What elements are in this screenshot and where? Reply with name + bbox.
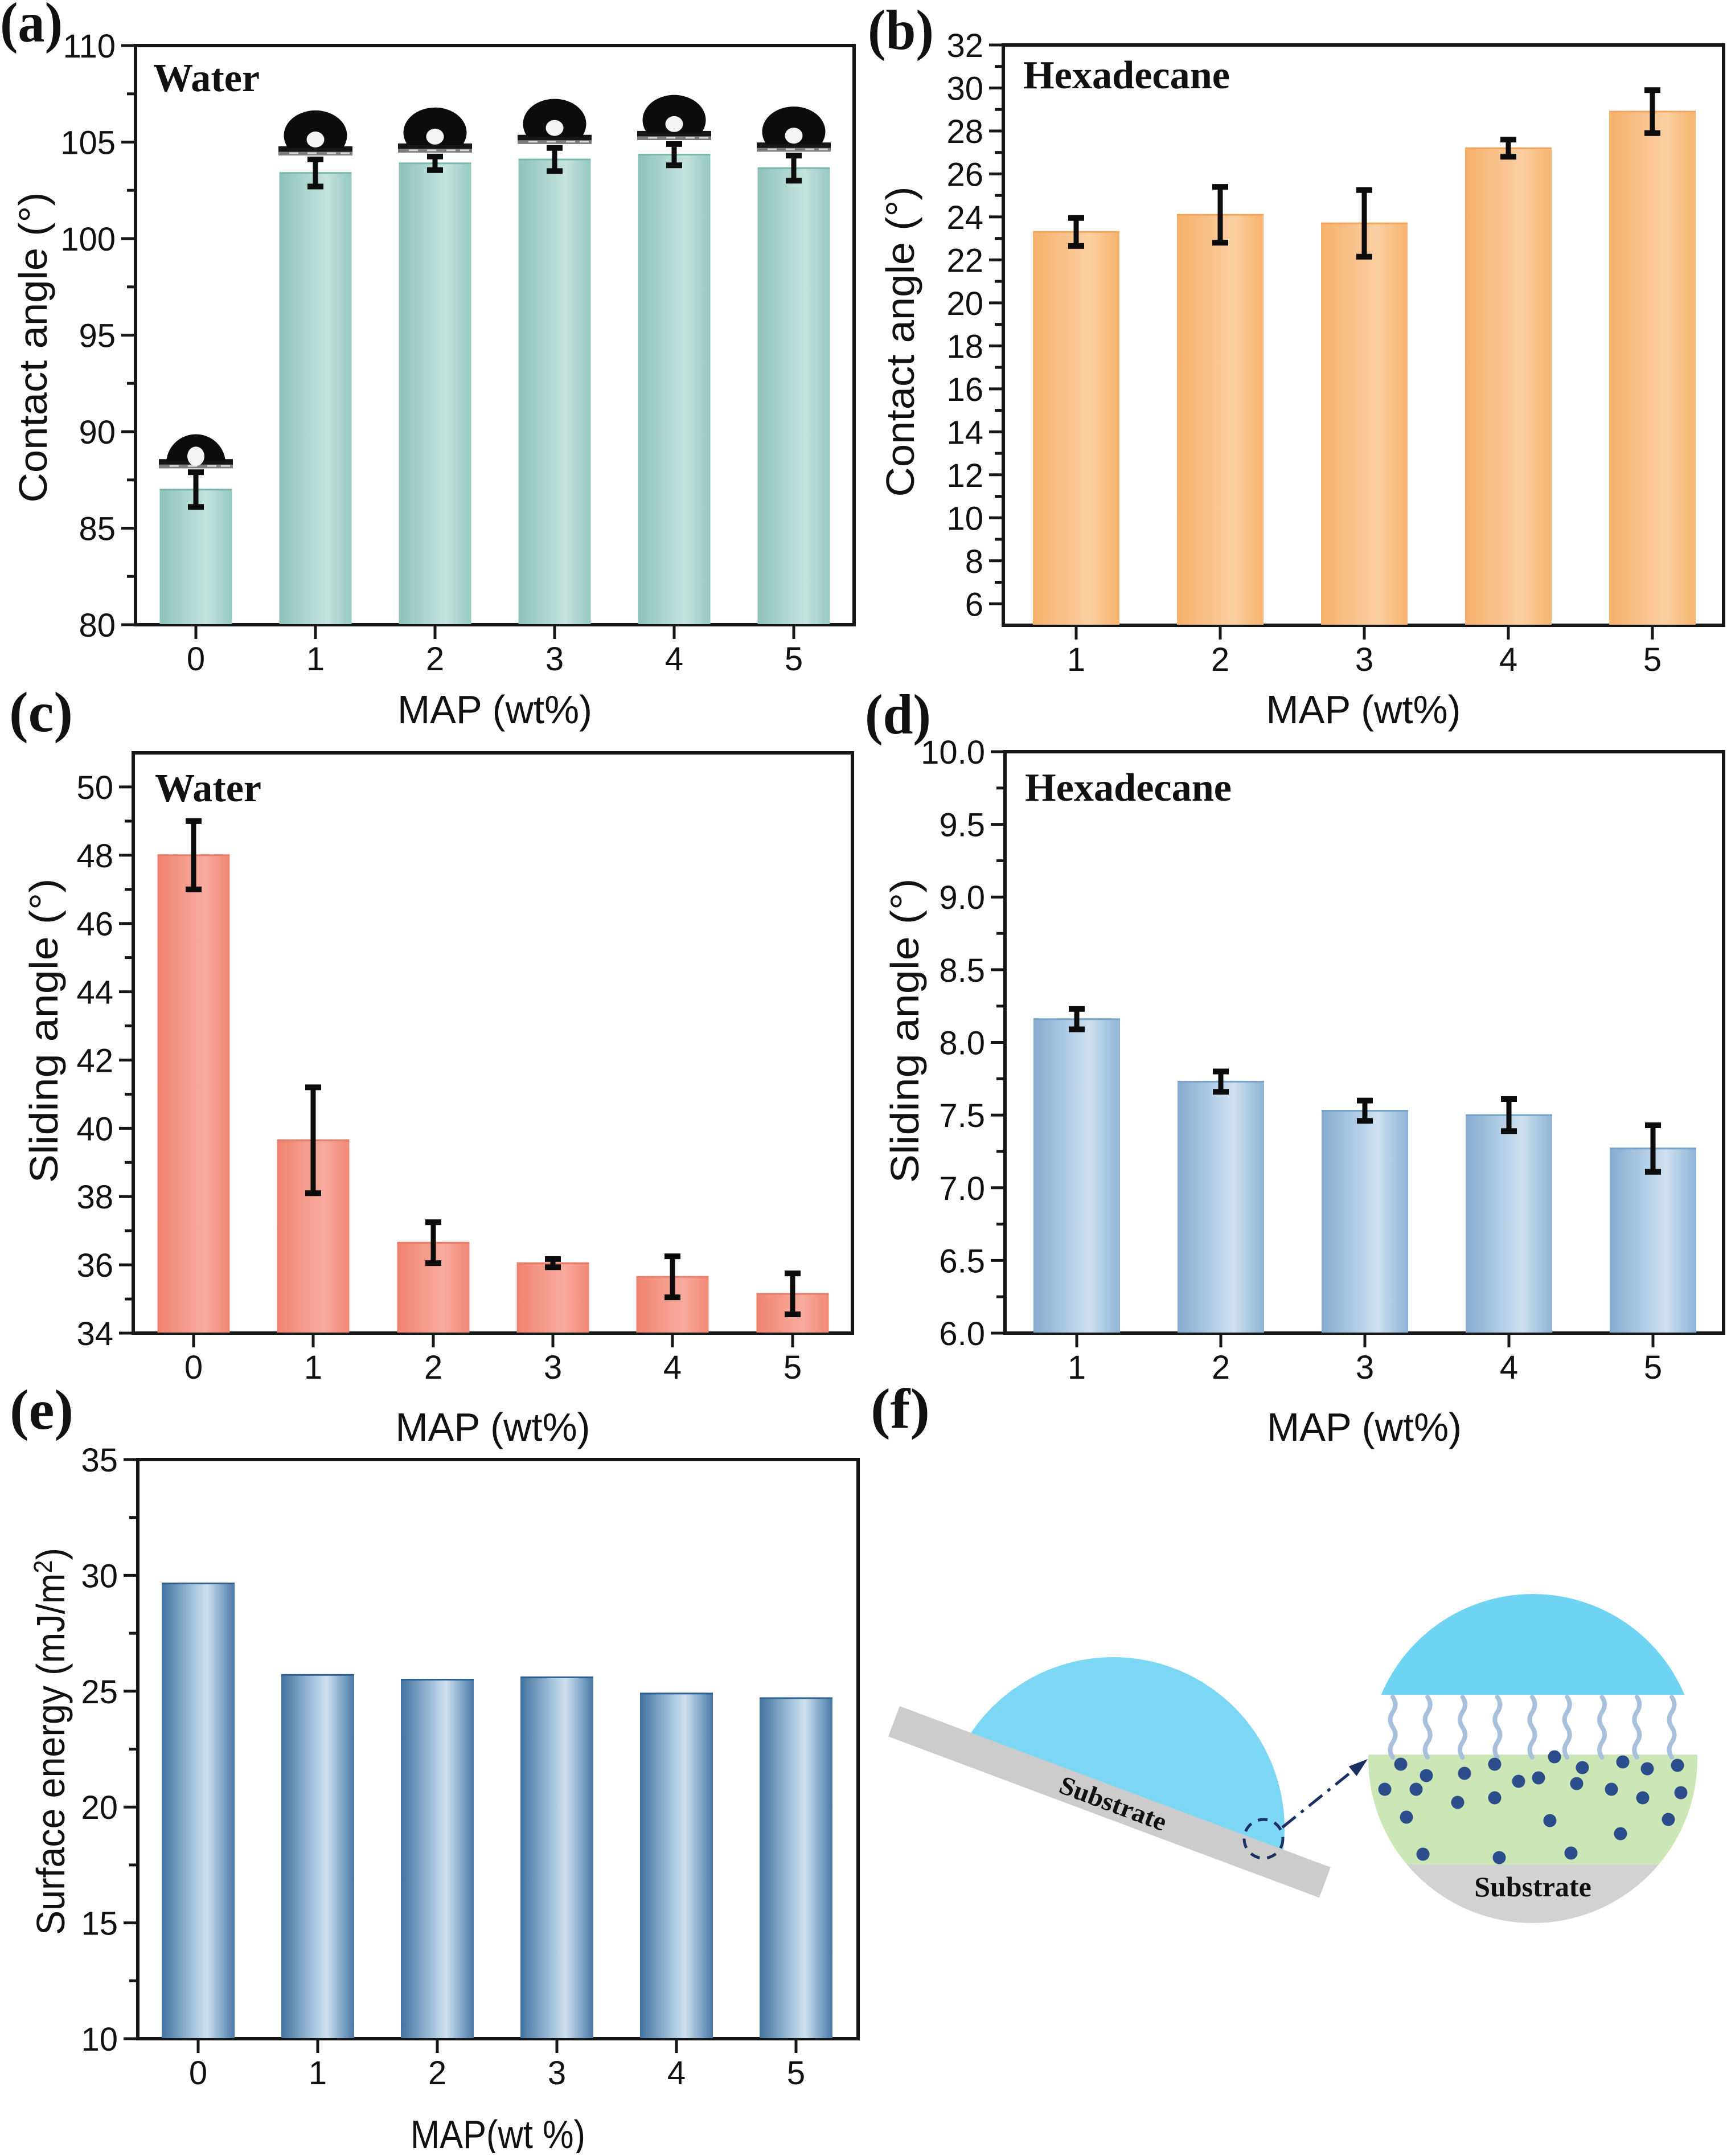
svg-text:105: 105: [60, 125, 116, 162]
svg-text:(a): (a): [0, 0, 63, 54]
svg-text:5: 5: [783, 1349, 802, 1386]
svg-text:8.5: 8.5: [939, 952, 985, 989]
svg-text:44: 44: [76, 974, 113, 1011]
svg-text:20: 20: [81, 1789, 118, 1826]
svg-text:25: 25: [81, 1674, 118, 1711]
svg-text:(e): (e): [10, 1378, 73, 1441]
svg-text:28: 28: [946, 113, 983, 150]
svg-text:3: 3: [548, 2055, 566, 2092]
svg-text:Water: Water: [153, 56, 260, 100]
svg-text:0: 0: [187, 641, 205, 678]
svg-text:Substrate: Substrate: [1474, 1871, 1591, 1903]
svg-text:10: 10: [946, 500, 983, 537]
svg-text:40: 40: [76, 1110, 113, 1147]
svg-text:20: 20: [946, 285, 983, 322]
svg-text:32: 32: [946, 27, 983, 64]
svg-text:2: 2: [426, 641, 444, 678]
svg-text:4: 4: [667, 2055, 686, 2092]
svg-text:4: 4: [665, 641, 683, 678]
svg-text:Hexadecane: Hexadecane: [1025, 766, 1232, 810]
svg-text:Contact angle (°): Contact angle (°): [11, 192, 55, 503]
svg-text:2: 2: [1211, 641, 1229, 678]
svg-text:110: 110: [63, 28, 116, 65]
svg-text:35: 35: [81, 1442, 118, 1479]
svg-text:Water: Water: [155, 767, 261, 810]
svg-text:7.0: 7.0: [939, 1170, 985, 1207]
svg-text:5: 5: [1644, 1349, 1662, 1386]
svg-text:6.0: 6.0: [939, 1315, 985, 1352]
svg-text:5: 5: [787, 2055, 805, 2092]
svg-text:4: 4: [663, 1349, 682, 1386]
svg-text:Surface energy (mJ/m2): Surface energy (mJ/m2): [28, 1548, 73, 1935]
svg-text:95: 95: [79, 318, 116, 355]
svg-text:MAP (wt%): MAP (wt%): [1267, 1405, 1462, 1449]
svg-text:22: 22: [946, 242, 983, 279]
svg-text:14: 14: [946, 414, 983, 451]
svg-text:12: 12: [946, 457, 983, 494]
svg-text:7.5: 7.5: [939, 1097, 985, 1134]
svg-text:6.5: 6.5: [939, 1243, 985, 1280]
svg-text:5: 5: [785, 641, 803, 678]
svg-text:30: 30: [946, 71, 983, 108]
svg-text:38: 38: [76, 1179, 113, 1216]
svg-text:5: 5: [1643, 641, 1662, 678]
svg-text:3: 3: [1355, 641, 1373, 678]
svg-text:42: 42: [76, 1043, 113, 1080]
svg-text:1: 1: [304, 1349, 322, 1386]
svg-text:(d): (d): [865, 683, 931, 746]
svg-text:85: 85: [79, 511, 116, 548]
svg-text:3: 3: [544, 1349, 562, 1386]
svg-text:1: 1: [1067, 641, 1085, 678]
svg-text:18: 18: [946, 328, 983, 365]
svg-text:1: 1: [309, 2055, 327, 2092]
svg-text:48: 48: [76, 838, 113, 875]
svg-text:26: 26: [946, 156, 983, 193]
svg-text:10.0: 10.0: [921, 734, 985, 771]
svg-text:8.0: 8.0: [939, 1025, 985, 1062]
svg-text:46: 46: [76, 906, 113, 943]
svg-text:3: 3: [545, 641, 564, 678]
svg-text:50: 50: [76, 769, 113, 806]
svg-text:MAP (wt%): MAP (wt%): [1266, 687, 1461, 732]
svg-text:15: 15: [81, 1905, 118, 1942]
svg-text:Sliding angle (°): Sliding angle (°): [883, 879, 927, 1183]
svg-text:(b): (b): [868, 0, 934, 62]
svg-text:4: 4: [1499, 641, 1517, 678]
svg-text:Sliding angle (°): Sliding angle (°): [22, 879, 66, 1183]
svg-text:0: 0: [184, 1349, 203, 1386]
svg-text:1: 1: [306, 641, 325, 678]
svg-text:MAP(wt %): MAP(wt %): [411, 2112, 585, 2153]
svg-text:MAP (wt%): MAP (wt%): [397, 687, 592, 732]
svg-text:10: 10: [81, 2021, 118, 2058]
svg-text:24: 24: [946, 199, 983, 236]
svg-text:9.0: 9.0: [939, 879, 985, 916]
svg-text:MAP (wt%): MAP (wt%): [396, 1405, 590, 1449]
svg-text:(c): (c): [9, 681, 73, 744]
svg-text:9.5: 9.5: [939, 807, 985, 844]
svg-text:0: 0: [189, 2055, 207, 2092]
svg-text:1: 1: [1068, 1349, 1086, 1386]
svg-text:Hexadecane: Hexadecane: [1023, 54, 1230, 97]
svg-text:2: 2: [428, 2055, 446, 2092]
svg-text:2: 2: [424, 1349, 442, 1386]
svg-text:2: 2: [1212, 1349, 1230, 1386]
svg-text:3: 3: [1356, 1349, 1374, 1386]
svg-text:100: 100: [60, 221, 116, 258]
svg-text:36: 36: [76, 1247, 113, 1284]
svg-text:80: 80: [79, 607, 116, 644]
svg-text:16: 16: [946, 371, 983, 408]
svg-text:6: 6: [965, 586, 983, 623]
svg-text:(f): (f): [871, 1377, 930, 1440]
svg-text:Contact angle (°): Contact angle (°): [878, 187, 922, 497]
svg-text:8: 8: [965, 543, 983, 580]
svg-text:4: 4: [1500, 1349, 1518, 1386]
svg-text:90: 90: [79, 414, 116, 451]
svg-text:30: 30: [81, 1557, 118, 1595]
svg-text:34: 34: [76, 1315, 113, 1352]
